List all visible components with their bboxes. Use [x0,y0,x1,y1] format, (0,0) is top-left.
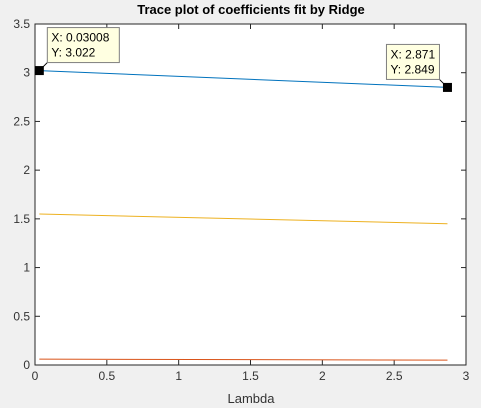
y-tick-label: 3.5 [13,17,30,31]
datatip-box[interactable] [385,43,440,80]
series-line-1[interactable] [39,70,448,88]
datatip-x-text: X: 0.03008 [51,31,109,45]
y-tick-label: 2 [23,163,30,177]
x-axis-label: Lambda [228,391,276,406]
y-tick-label: 1 [23,261,30,275]
x-tick-label: 2.5 [386,369,403,383]
x-tick-label: 3 [463,369,470,383]
y-tick-label: 1.5 [13,212,30,226]
series-layer [39,70,448,361]
datatip-box[interactable] [46,27,120,64]
x-tick-label: 1.5 [242,369,259,383]
datatip-pointer [439,79,448,88]
axis-ticks: 0 0.5 1 1.5 2 2.5 3 0 0.5 1 1.5 2 2.5 3 3.5 [13,17,469,383]
chart-title: Trace plot of coefficients fit by Ridge [137,2,365,17]
datatip-y-text: Y: 2.849 [390,62,434,76]
x-tick-label: 1 [175,369,182,383]
x-tick-label: 0 [32,369,39,383]
series-line-2[interactable] [39,213,448,225]
y-tick-label: 0.5 [13,309,30,323]
datatip-pointer [38,62,48,71]
x-tick-label: 2 [319,369,326,383]
plot-area[interactable] [34,23,467,366]
datatip-x-text: X: 2.871 [390,47,435,61]
series-line-3[interactable] [39,358,448,361]
x-tick-label: 0.5 [98,369,115,383]
y-tick-label: 0 [23,358,30,372]
y-tick-label: 3 [23,66,30,80]
y-tick-label: 2.5 [13,114,30,128]
datatip-y-text: Y: 3.022 [51,46,95,60]
